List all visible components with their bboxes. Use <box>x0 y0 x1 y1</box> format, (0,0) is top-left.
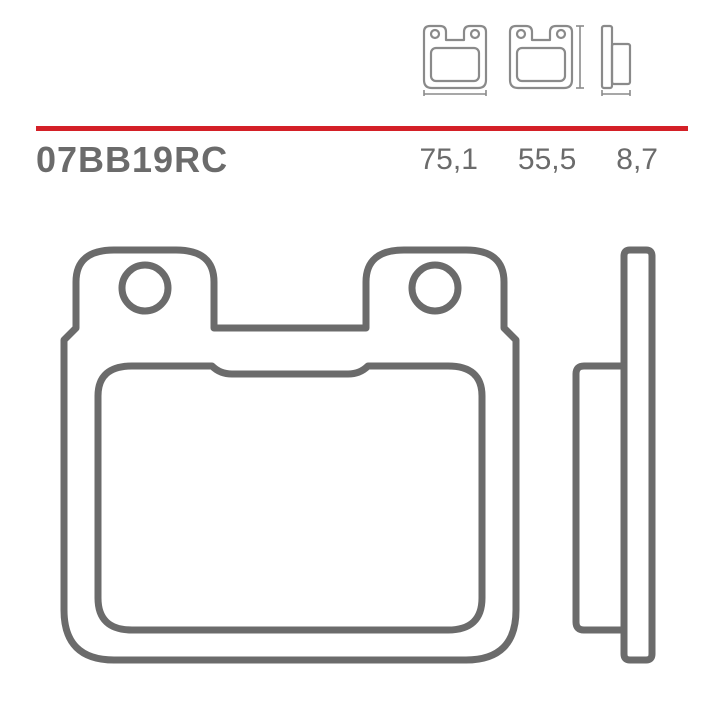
separator-line <box>36 118 688 123</box>
dimensions-values: 75,1 55,5 8,7 <box>420 143 689 177</box>
dimension-icons-row <box>414 22 644 96</box>
dim-thickness: 8,7 <box>616 143 658 177</box>
part-number: 07BB19RC <box>36 139 420 181</box>
front-friction-pad <box>98 366 482 630</box>
side-backing-plate <box>624 250 652 660</box>
side-friction-pad <box>576 366 624 630</box>
width-icon <box>414 22 496 96</box>
dim-width: 75,1 <box>420 143 478 177</box>
thickness-icon <box>594 22 644 96</box>
technical-drawing <box>36 210 688 694</box>
front-backing-plate <box>64 250 516 660</box>
mount-hole-right <box>412 265 458 311</box>
mount-hole-left <box>122 265 168 311</box>
info-row: 07BB19RC 75,1 55,5 8,7 <box>36 138 688 182</box>
height-icon <box>504 22 586 96</box>
dim-height: 55,5 <box>518 143 576 177</box>
